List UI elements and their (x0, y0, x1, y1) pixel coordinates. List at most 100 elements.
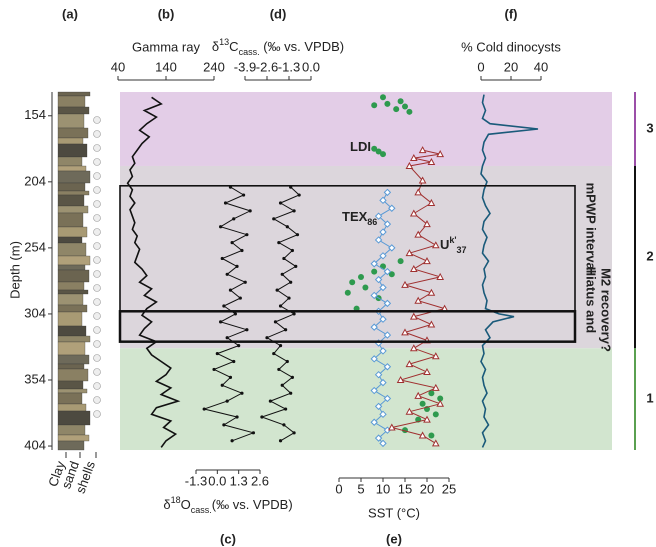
point (291, 249, 294, 252)
y-tick-label: 304 (24, 305, 46, 320)
zone-band (120, 348, 612, 450)
point (212, 368, 215, 371)
interval-label: Hiatus and (584, 267, 599, 334)
lithology-layer (58, 183, 85, 191)
lithology-layer (58, 369, 88, 381)
x-tick-label: 5 (357, 481, 364, 496)
point (362, 285, 368, 291)
shell-icon (94, 355, 101, 362)
point (232, 360, 235, 363)
text-part: TEX (342, 209, 368, 224)
lithology-layer (58, 270, 89, 282)
point (380, 94, 386, 100)
point (242, 193, 245, 196)
point (349, 279, 355, 285)
text-part: δ (163, 497, 170, 512)
lithology-layer (58, 243, 86, 256)
lithology-layer (58, 411, 90, 425)
shell-icon (94, 187, 101, 194)
point (244, 281, 247, 284)
point (281, 384, 284, 387)
point (281, 273, 284, 276)
point (219, 225, 222, 228)
zone-band (120, 166, 612, 348)
point (384, 101, 390, 107)
point (235, 415, 238, 418)
x-tick-label: 140 (155, 59, 177, 74)
x-tick-label: -3.9 (234, 59, 256, 74)
point (272, 352, 275, 355)
point (269, 400, 272, 403)
point (282, 423, 285, 426)
shell-icon (94, 257, 101, 264)
lithology-layer (58, 294, 83, 305)
point (289, 281, 292, 284)
lithology-layer (58, 435, 89, 441)
text-part: 18 (171, 495, 181, 505)
point (279, 344, 282, 347)
y-tick-label: 204 (24, 173, 46, 188)
panel-label: (b) (158, 6, 175, 21)
text-part: δ (212, 39, 219, 54)
lithology-layer (58, 107, 89, 114)
x-tick-label: 240 (203, 59, 225, 74)
zone-bar (634, 348, 636, 450)
point (235, 265, 238, 268)
point (245, 328, 248, 331)
zone-label: 3 (646, 120, 653, 135)
x-tick-label: 10 (376, 481, 390, 496)
point (398, 98, 404, 104)
point (298, 193, 301, 196)
lithology-layer (58, 195, 84, 206)
x-tick-label: -1.3 (185, 473, 207, 488)
point (406, 109, 412, 115)
point (371, 269, 377, 275)
point (277, 368, 280, 371)
x-tick-label: 40 (534, 59, 548, 74)
text-part: cass. (191, 505, 212, 515)
lithology-layer (58, 282, 84, 290)
shell-icon (94, 145, 101, 152)
point (296, 233, 299, 236)
lithology-layer (58, 166, 86, 171)
y-tick-label: 354 (24, 371, 46, 386)
point (284, 328, 287, 331)
lithology-layer (58, 404, 86, 411)
point (284, 407, 287, 410)
x-tick-label: 1.3 (230, 473, 248, 488)
interval-label: M2 recovery? (599, 268, 614, 352)
lithology-layer (58, 381, 83, 389)
lithology-layer (58, 441, 84, 450)
lithology-layer (58, 237, 82, 243)
zone-band (120, 92, 612, 166)
point (286, 360, 289, 363)
text-part: 86 (367, 217, 377, 227)
point (279, 201, 282, 204)
point (282, 257, 285, 260)
panel-label: (d) (270, 6, 287, 21)
shell-icon (94, 131, 101, 138)
shell-icon (94, 383, 101, 390)
point (245, 233, 248, 236)
point (294, 265, 297, 268)
shell-icon (94, 299, 101, 306)
text-part: cass. (239, 47, 260, 57)
shell-icon (94, 201, 101, 208)
shell-icon (94, 397, 101, 404)
lithology-layer (58, 171, 90, 183)
text-part: 13 (219, 37, 229, 47)
x-tick-label: 40 (111, 59, 125, 74)
point (265, 336, 268, 339)
point (393, 106, 399, 112)
lithology-layer (58, 336, 90, 342)
shell-icon (94, 159, 101, 166)
shell-icon (94, 327, 101, 334)
shell-icon (94, 341, 101, 348)
x-tick-label: 25 (442, 481, 456, 496)
point (224, 201, 227, 204)
point (402, 104, 408, 110)
series-label: LDI (350, 139, 371, 154)
zone-label: 1 (646, 391, 653, 406)
point (203, 407, 206, 410)
x-tick-label: 15 (398, 481, 412, 496)
